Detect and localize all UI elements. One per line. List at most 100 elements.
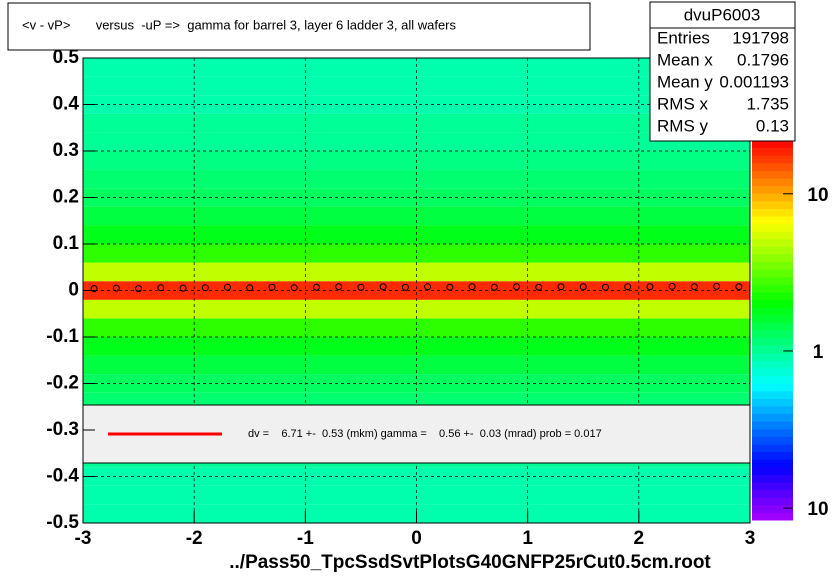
palette-cell: [752, 299, 793, 308]
stats-label: RMS x: [657, 94, 709, 113]
heatmap-row: [83, 485, 750, 505]
palette-cell: [752, 155, 793, 164]
stats-rows: Entries 191798 Mean x 0.1796 Mean y 0.001193 R…: [657, 28, 789, 135]
x-tick-label: 3: [745, 528, 756, 549]
profile-point: [379, 283, 387, 291]
heatmap-row: [83, 95, 750, 114]
palette-cell: [752, 178, 793, 187]
palette-cell: [752, 216, 793, 225]
profile-point: [401, 283, 409, 291]
heatmap-row: [83, 244, 750, 263]
palette-cell: [752, 474, 793, 483]
profile-point: [601, 283, 609, 291]
palette-cell: [752, 436, 793, 445]
palette-cell: [752, 352, 793, 361]
palette-cell: [752, 466, 793, 475]
palette-cell: [752, 200, 793, 209]
stats-title: dvuP6003: [684, 5, 761, 24]
profile-point: [112, 284, 120, 292]
profile-point: [246, 284, 254, 292]
profile-point: [490, 283, 498, 291]
palette-cell: [752, 330, 793, 339]
palette-cell: [752, 345, 793, 354]
stats-label: Mean y: [657, 72, 713, 91]
profile-point: [201, 284, 209, 292]
stats-box: [649, 1, 796, 142]
stats-label: Mean x: [657, 50, 713, 69]
stats-value: 0.1796: [737, 50, 789, 69]
palette-cell: [752, 238, 793, 247]
palette-cell: [752, 307, 793, 316]
palette-cell: [752, 284, 793, 293]
palette-cell: [752, 512, 793, 521]
stats-value: 1.735: [746, 94, 789, 113]
profile-point: [446, 283, 454, 291]
palette-cell: [752, 246, 793, 255]
y-tick-label: -0.1: [46, 326, 79, 347]
palette-cell: [752, 322, 793, 331]
profile-point: [179, 284, 187, 292]
heatmap-row: [83, 262, 750, 282]
profile-point: [668, 282, 676, 290]
stats-label: Entries: [657, 28, 710, 47]
x-axis-label: ../Pass50_TpcSsdSvtPlotsG40GNFP25rCut0.5…: [229, 552, 711, 573]
z-tick-label: 1: [813, 342, 824, 363]
profile-point: [468, 283, 476, 291]
stats-value: 191798: [732, 28, 789, 47]
palette-cell: [752, 482, 793, 491]
palette-cell: [752, 254, 793, 263]
profile-point: [690, 283, 698, 291]
y-tick-label: -0.3: [46, 419, 79, 440]
palette-cell: [752, 170, 793, 179]
profile-point: [312, 283, 320, 291]
profile-point: [290, 284, 298, 292]
profile-point: [646, 283, 654, 291]
x-tick-label: -1: [297, 528, 314, 549]
profile-point: [157, 284, 165, 292]
profile-point: [513, 283, 521, 291]
palette-cell: [752, 140, 793, 149]
palette-cell: [752, 444, 793, 453]
palette-cell: [752, 223, 793, 232]
stats-label: RMS y: [657, 116, 709, 135]
palette-cell: [752, 314, 793, 323]
palette-cell: [752, 193, 793, 202]
palette-cell: [752, 185, 793, 194]
profile-layer: [90, 282, 743, 293]
heatmap-row: [83, 299, 750, 319]
profile-point: [268, 283, 276, 291]
profile-point: [424, 283, 432, 291]
y-tick-label: 0.3: [53, 140, 79, 161]
palette-cell: [752, 368, 793, 377]
palette-cell: [752, 406, 793, 415]
palette-cell: [752, 269, 793, 278]
palette-cell: [752, 360, 793, 369]
profile-point: [90, 285, 98, 293]
profile-point: [579, 283, 587, 291]
heatmap-row: [83, 281, 750, 300]
heatmap-row: [83, 113, 750, 133]
y-tick-label: -0.2: [46, 373, 79, 394]
chart-title: <v - vP> versus -uP => gamma for barrel …: [22, 17, 457, 32]
heatmap-row: [83, 76, 750, 96]
stats-value: 0.13: [756, 116, 789, 135]
palette-cell: [752, 489, 793, 498]
color-scale: [752, 140, 793, 521]
palette-cell: [752, 208, 793, 217]
palette-cell: [752, 398, 793, 407]
heatmap-row: [83, 318, 750, 337]
y-tick-label: 0.2: [53, 187, 79, 208]
x-tick-label: 0: [411, 528, 422, 549]
x-tick-label: -3: [75, 528, 92, 549]
y-tick-label: -0.5: [46, 512, 79, 533]
palette-cell: [752, 292, 793, 301]
profile-point: [624, 283, 632, 291]
y-tick-label: -0.4: [46, 466, 79, 487]
z-tick-label: 10: [807, 499, 828, 520]
profile-point: [535, 283, 543, 291]
palette-cell: [752, 162, 793, 171]
palette-cell: [752, 147, 793, 156]
profile-point: [357, 283, 365, 291]
